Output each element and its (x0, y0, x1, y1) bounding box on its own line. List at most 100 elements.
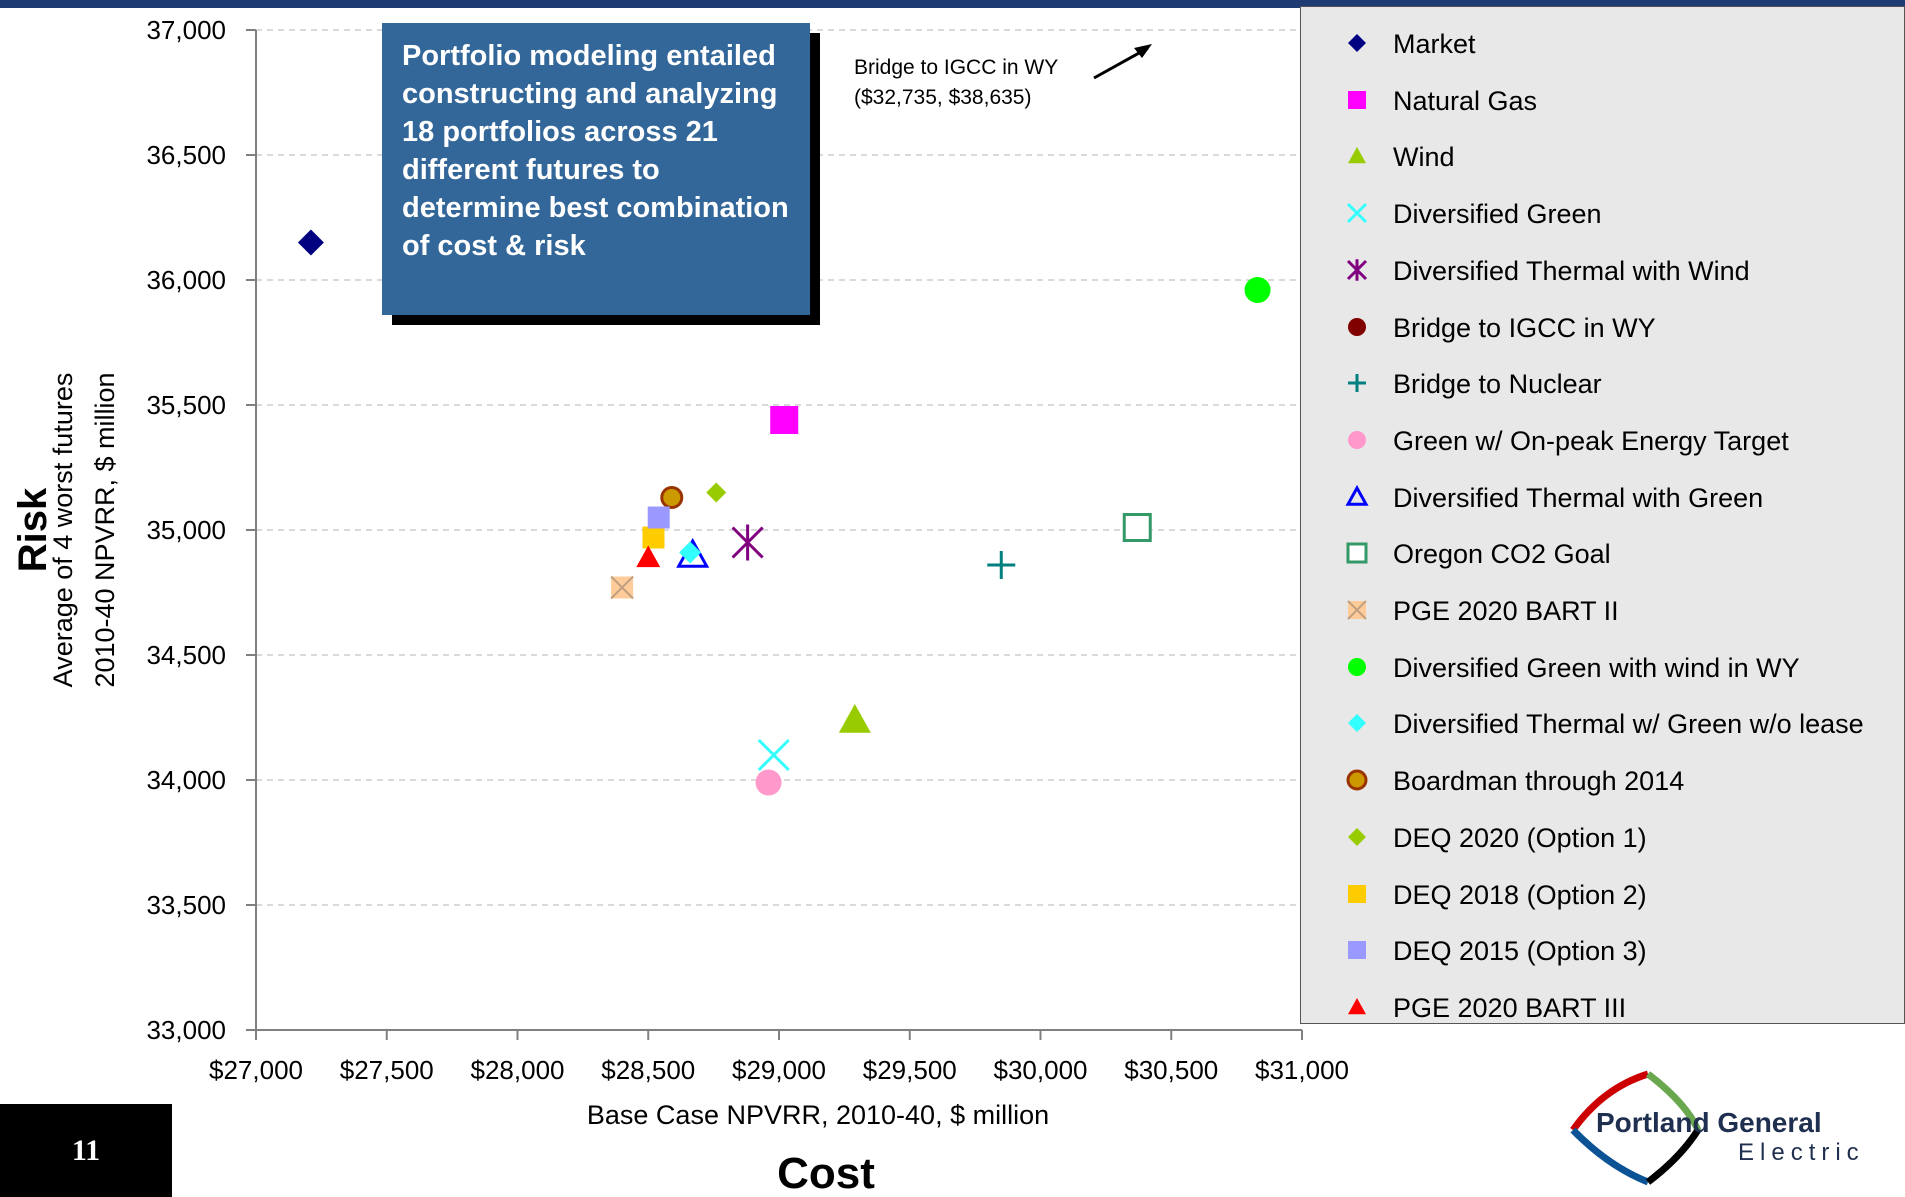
y-tick-label: 36,000 (146, 265, 226, 295)
legend-marker-shape (1348, 714, 1366, 733)
legend-label: PGE 2020 BART III (1393, 992, 1627, 1023)
legend-marker-shape (1345, 484, 1369, 506)
legend-label: DEQ 2015 (Option 3) (1393, 936, 1647, 967)
logo-wordmark-line1: Portland General (1596, 1107, 1822, 1138)
data-point (987, 551, 1016, 579)
legend-marker-icon (1348, 430, 1366, 449)
legend-item: DEQ 2018 (Option 2) (1301, 874, 1901, 914)
y-axis-label-line2: 2010-40 NPVRR, $ million (90, 372, 120, 687)
legend-item: Diversified Green with wind in WY (1301, 647, 1901, 687)
data-points (297, 229, 1271, 796)
legend-marker-shape (1346, 769, 1368, 791)
logo-blue-swoosh-icon (1570, 1127, 1650, 1186)
legend-item: PGE 2020 BART II (1301, 590, 1901, 630)
legend-label: Natural Gas (1393, 85, 1538, 116)
callout-box: Portfolio modeling entailed constructing… (382, 23, 810, 315)
legend-marker-shape (1348, 884, 1366, 903)
legend-marker-icon (1348, 884, 1366, 903)
legend-item: Bridge to IGCC in WY (1301, 307, 1901, 347)
legend-item: PGE 2020 BART III (1301, 987, 1901, 1027)
y-tick-label: 37,000 (146, 15, 226, 45)
annotation-line1: Bridge to IGCC in WY (854, 56, 1058, 79)
y-tick-label: 34,000 (146, 765, 226, 795)
legend-label: Market (1393, 29, 1476, 59)
data-point (757, 738, 790, 772)
data-point (1244, 277, 1271, 303)
legend-marker-icon (1348, 374, 1366, 393)
legend-marker-shape (1348, 827, 1366, 846)
legend-label: Diversified Green (1393, 199, 1602, 230)
legend-item: Oregon CO2 Goal (1301, 533, 1901, 573)
data-point (610, 575, 634, 600)
x-tick-label: $27,000 (209, 1055, 303, 1085)
y-axis-title: Risk (11, 487, 55, 572)
legend-label: Diversified Thermal with Green (1393, 482, 1764, 513)
legend-marker-icon (1346, 258, 1368, 281)
legend-marker-shape (1348, 317, 1366, 336)
legend-label: DEQ 2018 (Option 2) (1393, 879, 1647, 910)
legend-label: Green w/ On-peak Energy Target (1393, 425, 1789, 456)
legend-marker-icon (1348, 714, 1366, 733)
legend-marker-shape (1348, 941, 1366, 960)
legend-marker-shape (1348, 430, 1366, 449)
annotation-line2: ($32,735, $38,635) (854, 86, 1031, 109)
legend-item: Green w/ On-peak Energy Target (1301, 420, 1901, 460)
x-tick-label: $31,000 (1255, 1055, 1349, 1085)
legend-item: Bridge to Nuclear (1301, 363, 1901, 403)
legend-marker-icon (1348, 317, 1366, 336)
legend-marker-icon (1348, 941, 1366, 960)
x-tick-label: $28,000 (471, 1055, 565, 1085)
legend-item: Diversified Thermal with Green (1301, 477, 1901, 517)
x-axis-title: Cost (777, 1149, 875, 1197)
legend-label: Wind (1393, 142, 1455, 173)
data-point (731, 524, 764, 561)
legend: Market Natural Gas Wind Diversified Green Di… (1300, 6, 1905, 1024)
y-tick-label: 34,500 (146, 640, 226, 670)
data-point (660, 486, 684, 509)
x-axis-label: Base Case NPVRR, 2010-40, $ million (587, 1100, 1049, 1130)
y-tick-label: 33,000 (146, 1015, 226, 1045)
legend-marker-shape (1346, 542, 1368, 564)
logo-red-swoosh-icon (1570, 1070, 1650, 1133)
x-tick-label: $27,500 (340, 1055, 434, 1085)
top-bar (0, 0, 1905, 8)
legend-marker-icon (1348, 34, 1366, 52)
data-point (647, 506, 670, 529)
data-point (679, 541, 702, 564)
legend-item: Diversified Thermal with Wind (1301, 250, 1901, 290)
y-tick-label: 35,000 (146, 515, 226, 545)
legend-item: Diversified Green (1301, 193, 1901, 233)
legend-marker-icon (1347, 600, 1367, 620)
legend-marker-icon (1346, 542, 1368, 564)
legend-item: DEQ 2020 (Option 1) (1301, 817, 1901, 857)
legend-marker-shape (1347, 600, 1367, 620)
legend-label: Bridge to Nuclear (1393, 369, 1602, 400)
legend-marker-icon (1348, 997, 1366, 1015)
legend-marker-icon (1346, 203, 1368, 224)
legend-marker-icon (1348, 147, 1366, 164)
logo-black-swoosh-icon (1645, 1128, 1701, 1185)
legend-marker-icon (1348, 657, 1366, 676)
slide-number: 11 (0, 1104, 172, 1197)
x-tick-label: $29,500 (863, 1055, 957, 1085)
data-point (642, 526, 665, 549)
y-tick-label: 36,500 (146, 140, 226, 170)
company-logo: Portland General Electric (1570, 1070, 1859, 1186)
x-tick-label: $30,500 (1124, 1055, 1218, 1085)
arrow-head-icon (1134, 44, 1152, 58)
legend-marker-icon (1346, 769, 1368, 791)
offchart-annotation: Bridge to IGCC in WY ($32,735, $38,635) (854, 44, 1152, 109)
legend-item: Boardman through 2014 (1301, 760, 1901, 800)
legend-label: Bridge to IGCC in WY (1393, 312, 1656, 343)
legend-marker-icon (1348, 90, 1366, 109)
legend-marker-shape (1348, 147, 1366, 164)
legend-marker-shape (1348, 374, 1366, 393)
data-point (755, 769, 782, 796)
legend-marker-shape (1346, 258, 1368, 281)
legend-marker-shape (1346, 203, 1368, 224)
legend-marker-shape (1348, 90, 1366, 109)
data-point (297, 229, 324, 256)
y-axis-label-line1: Average of 4 worst futures (48, 373, 78, 688)
legend-marker-shape (1348, 657, 1366, 676)
legend-item: Market (1301, 23, 1901, 63)
